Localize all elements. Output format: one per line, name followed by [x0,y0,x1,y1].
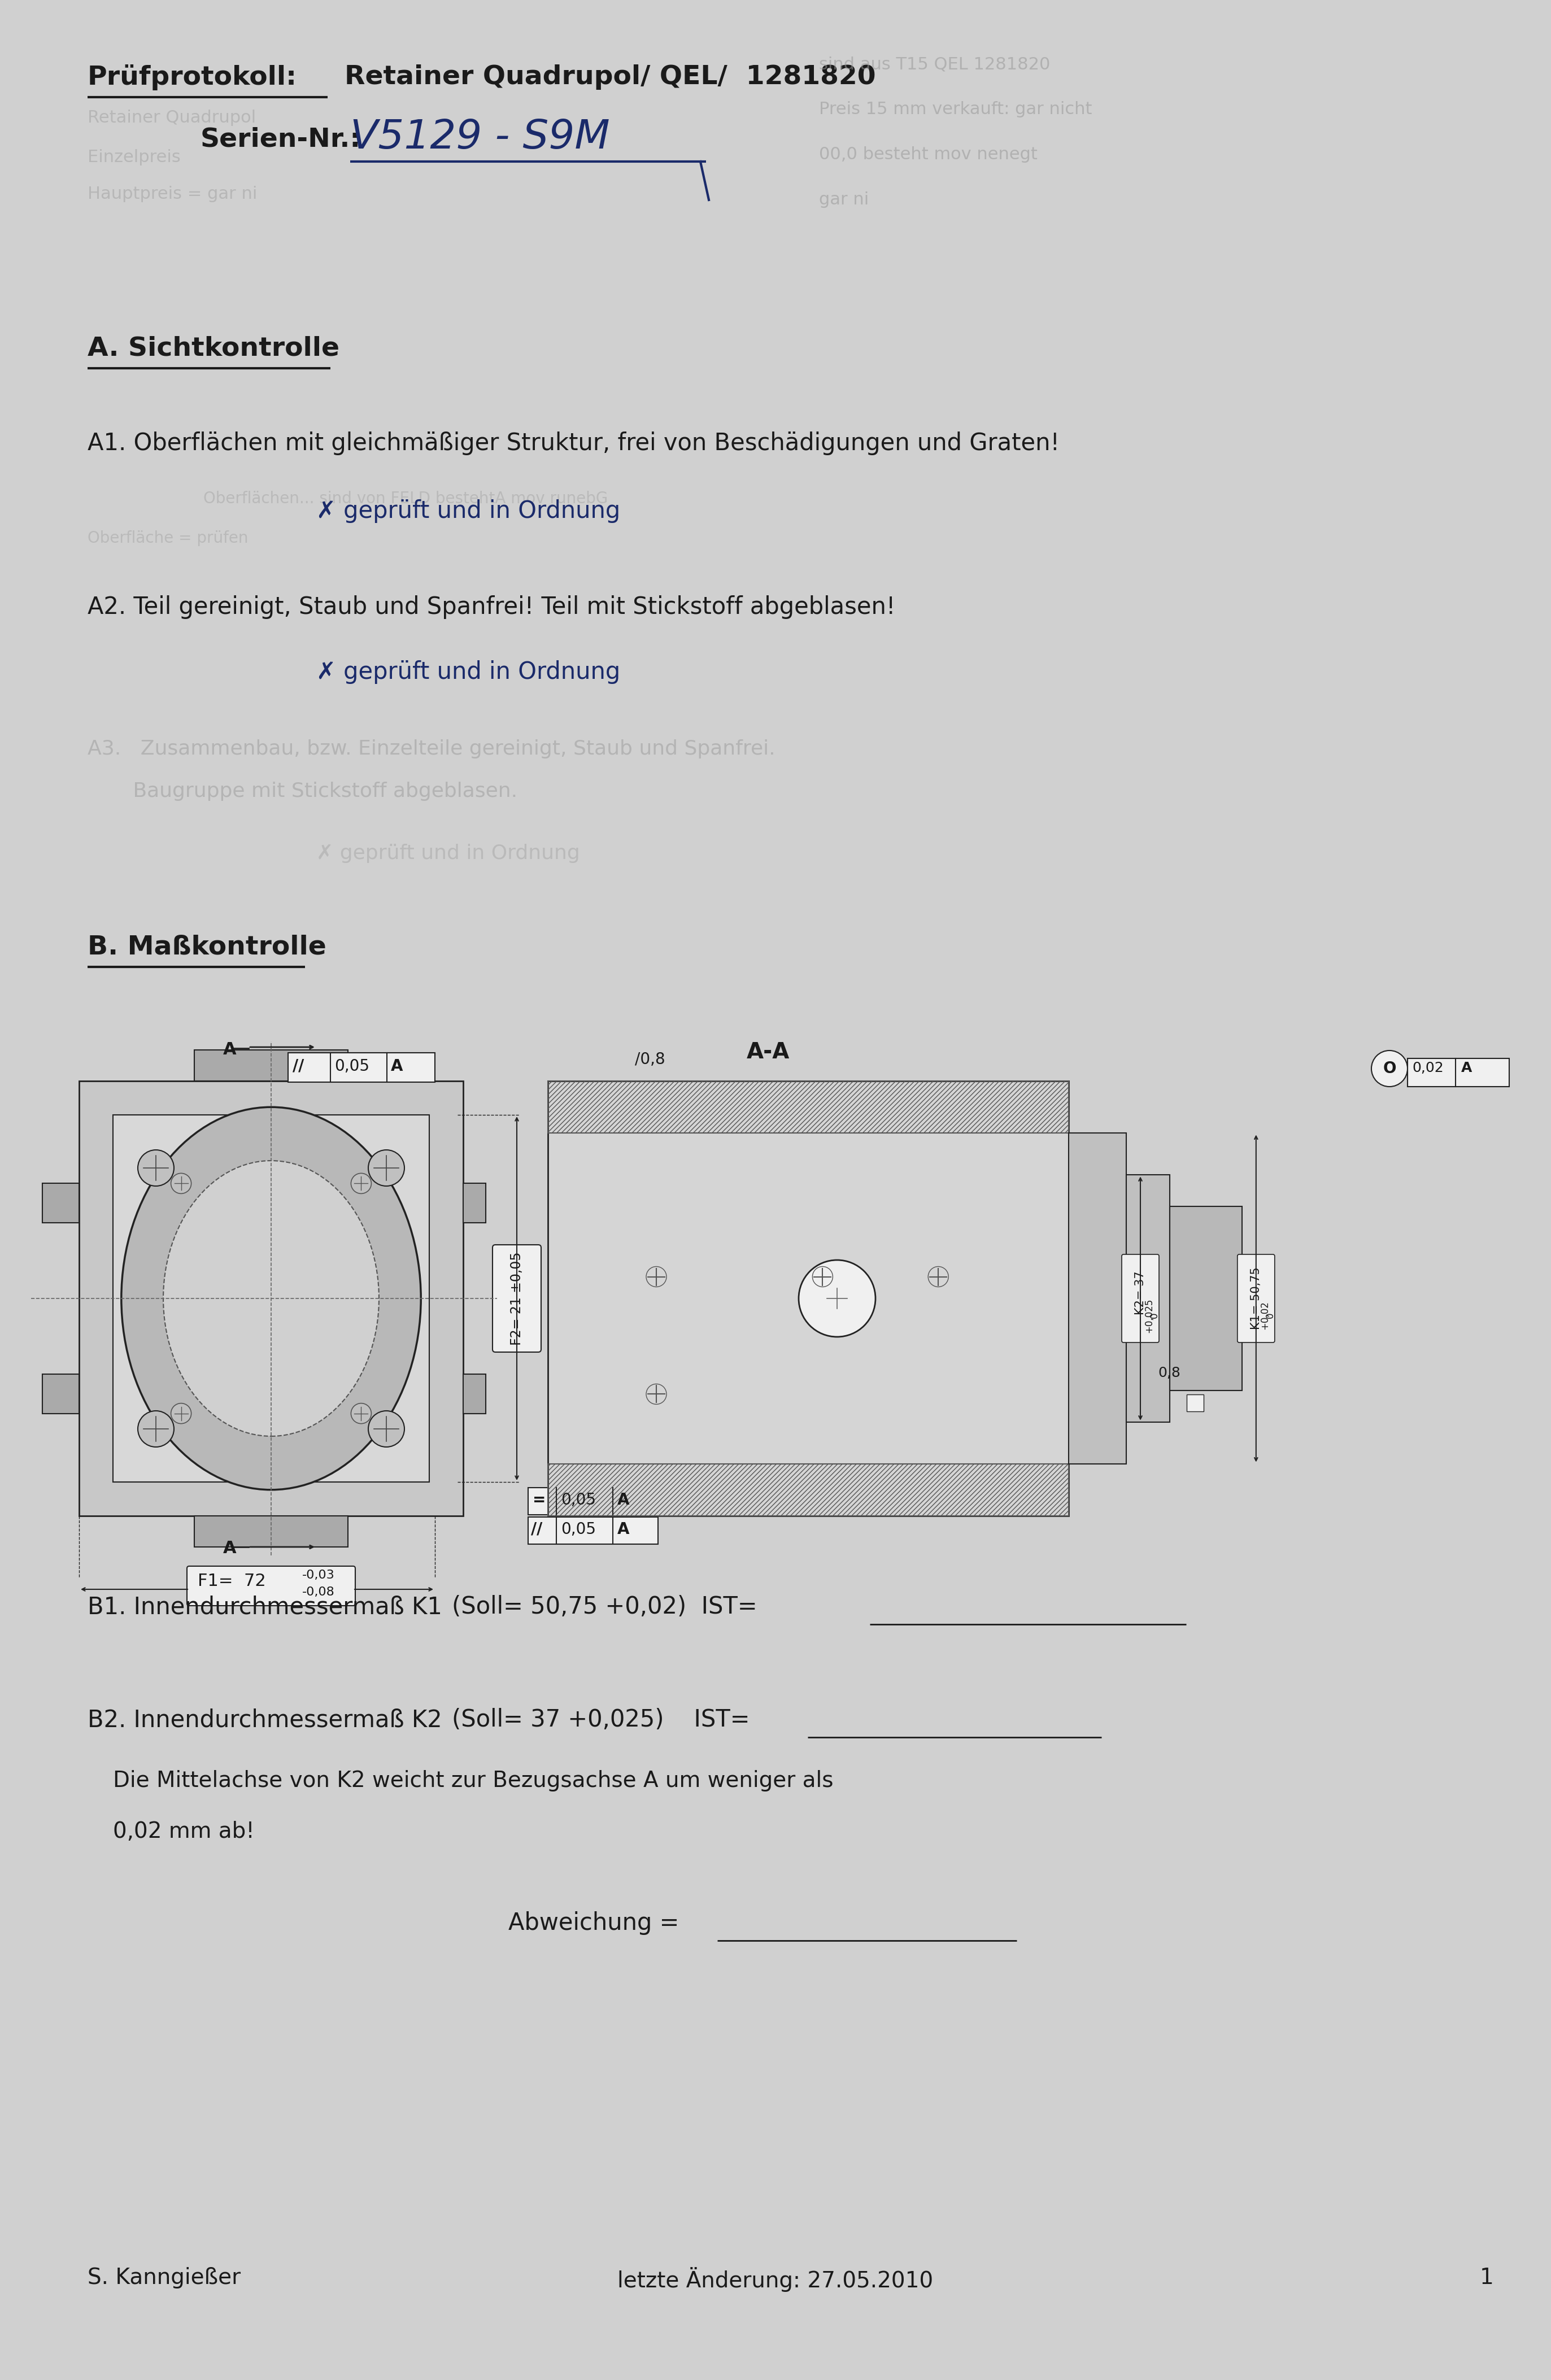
Bar [1187,1395,1204,1411]
Text: Baugruppe mit Stickstoff abgeblasen.: Baugruppe mit Stickstoff abgeblasen. [87,781,518,800]
Text: Die Mittelachse von K2 weicht zur Bezugsachse A um weniger als: Die Mittelachse von K2 weicht zur Bezugs… [113,1771,833,1792]
Circle shape [1371,1050,1408,1088]
Circle shape [171,1173,191,1195]
Text: //: // [293,1059,304,1073]
Text: A: A [223,1042,236,1057]
Text: 0,02 mm ab!: 0,02 mm ab! [113,1821,254,1842]
Text: K1= 50,75: K1= 50,75 [1250,1266,1261,1330]
Bar [1169,1207,1242,1390]
Circle shape [138,1411,174,1447]
Text: 1: 1 [1480,2268,1494,2290]
Text: A: A [223,1540,236,1557]
Text: =: = [532,1492,546,1509]
Text: letzte Änderung: 27.05.2010: letzte Änderung: 27.05.2010 [617,2268,934,2292]
Bar [527,1516,658,1545]
Bar [464,1183,485,1223]
Text: sind aus T15 QEL 1281820: sind aus T15 QEL 1281820 [819,55,1050,71]
Text: 00,0 besteht mov nenegt: 00,0 besteht mov nenegt [819,145,1038,162]
Ellipse shape [163,1161,378,1435]
Bar [464,1373,485,1414]
Text: B1. Innendurchmessermaß K1: B1. Innendurchmessermaß K1 [87,1595,442,1618]
Text: A2. Teil gereinigt, Staub und Spanfrei! Teil mit Stickstoff abgeblasen!: A2. Teil gereinigt, Staub und Spanfrei! … [87,595,895,619]
Text: 0,02: 0,02 [1411,1061,1444,1076]
Circle shape [368,1411,405,1447]
Text: S. Kanngießer: S. Kanngießer [87,2268,240,2290]
Bar [113,1114,430,1483]
Text: //: // [530,1521,543,1537]
Text: (Soll= 50,75 +0,02)  IST=: (Soll= 50,75 +0,02) IST= [451,1595,757,1618]
Circle shape [138,1150,174,1185]
Bar [548,1081,1069,1516]
Bar [548,1081,1069,1133]
Circle shape [368,1150,405,1185]
Text: -0,03: -0,03 [302,1568,335,1580]
Text: ✗ geprüft und in Ordnung: ✗ geprüft und in Ordnung [316,845,580,864]
Bar [42,1373,79,1414]
Ellipse shape [121,1107,420,1490]
Bar [1069,1133,1126,1464]
Text: gar ni: gar ni [819,190,869,207]
Bar [288,1052,434,1083]
Text: B. Maßkontrolle: B. Maßkontrolle [87,935,326,959]
Text: 0,05: 0,05 [561,1492,596,1509]
Bar [194,1050,347,1081]
Text: A-A: A-A [746,1042,789,1064]
Circle shape [351,1404,371,1423]
Text: Einzelpreis: Einzelpreis [87,150,180,167]
Text: Retainer Quadrupol/ QEL/  1281820: Retainer Quadrupol/ QEL/ 1281820 [344,64,876,90]
Circle shape [351,1173,371,1195]
Text: 0,8: 0,8 [1159,1366,1180,1380]
Text: -0,08: -0,08 [302,1587,335,1597]
Text: Preis 15 mm verkauft: gar nicht: Preis 15 mm verkauft: gar nicht [819,100,1092,117]
Circle shape [171,1404,191,1423]
Text: Oberfläche = prüfen: Oberfläche = prüfen [87,531,248,545]
Text: Hauptpreis = gar ni: Hauptpreis = gar ni [87,186,257,202]
Text: (Soll= 37 +0,025)    IST=: (Soll= 37 +0,025) IST= [451,1709,749,1733]
Text: A: A [1461,1061,1472,1076]
Text: 0: 0 [1149,1311,1160,1319]
Text: K2= 37: K2= 37 [1135,1271,1146,1314]
Text: Prüfprotokoll:: Prüfprotokoll: [87,64,298,90]
Text: /0,8: /0,8 [634,1052,665,1069]
Text: O: O [1383,1061,1396,1076]
FancyBboxPatch shape [493,1245,541,1352]
Text: A3.   Zusammenbau, bzw. Einzelteile gereinigt, Staub und Spanfrei.: A3. Zusammenbau, bzw. Einzelteile gerein… [87,740,776,759]
Text: A1. Oberflächen mit gleichmäßiger Struktur, frei von Beschädigungen und Graten!: A1. Oberflächen mit gleichmäßiger Strukt… [87,431,1059,455]
FancyBboxPatch shape [1238,1254,1275,1342]
Text: 0,05: 0,05 [561,1521,596,1537]
Bar [527,1488,658,1514]
Text: Oberflächen... sind von FELD bestehtA mov runebG: Oberflächen... sind von FELD bestehtA mo… [203,490,608,507]
Text: +0,02: +0,02 [1259,1302,1270,1330]
Text: ✗ geprüft und in Ordnung: ✗ geprüft und in Ordnung [316,500,620,524]
Text: Retainer Quadrupol: Retainer Quadrupol [87,109,256,126]
Bar [548,1464,1069,1516]
Text: B2. Innendurchmessermaß K2: B2. Innendurchmessermaß K2 [87,1709,442,1733]
Text: F2= 21 ±0,05: F2= 21 ±0,05 [510,1252,524,1345]
Circle shape [799,1259,875,1338]
Text: A: A [617,1492,630,1509]
Text: F1=  72: F1= 72 [197,1573,265,1590]
Text: 0: 0 [1266,1311,1275,1319]
Bar [79,1081,464,1516]
Text: Abweichung =: Abweichung = [509,1911,679,1935]
Bar [1408,1059,1509,1088]
Text: Serien-Nr.:: Serien-Nr.: [200,126,361,152]
FancyBboxPatch shape [188,1566,355,1606]
Text: 0,05: 0,05 [335,1059,369,1073]
Text: V5129 - S9M: V5129 - S9M [351,119,610,157]
Bar [42,1183,79,1223]
Text: +0,025: +0,025 [1143,1297,1154,1333]
Text: A. Sichtkontrolle: A. Sichtkontrolle [87,336,340,362]
Text: A: A [391,1059,403,1073]
Text: ✗ geprüft und in Ordnung: ✗ geprüft und in Ordnung [316,659,620,683]
Text: A: A [617,1521,630,1537]
FancyBboxPatch shape [1121,1254,1159,1342]
Bar [1126,1176,1169,1421]
Bar [194,1516,347,1547]
